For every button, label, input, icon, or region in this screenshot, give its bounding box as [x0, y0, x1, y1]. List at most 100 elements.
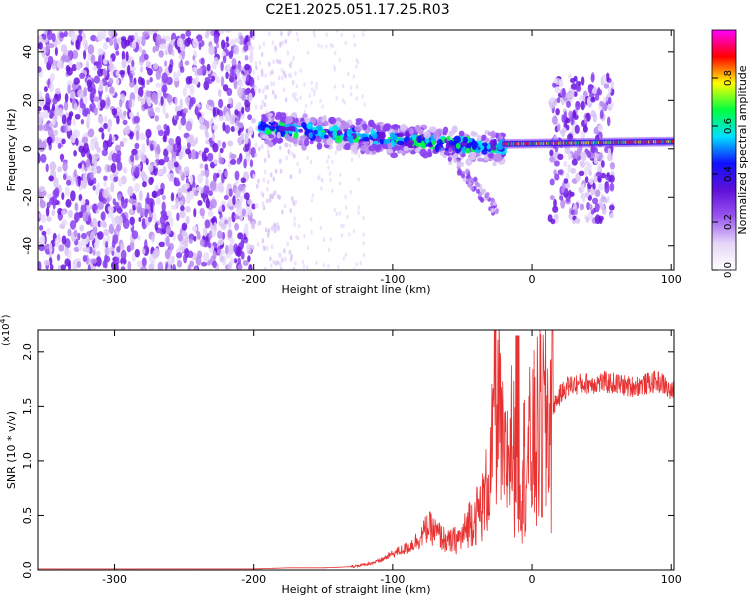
spectrogram-cell [134, 142, 140, 150]
spectrogram-cell [251, 203, 256, 210]
spectrogram-cell [225, 30, 232, 34]
spectrogram-cell [185, 148, 191, 155]
spectrogram-cell [597, 183, 604, 191]
spectrogram-cell [108, 36, 114, 47]
spectrogram-cell [102, 42, 109, 50]
spectrogram-cell [247, 255, 251, 263]
spectrogram-cell [227, 229, 233, 239]
spectrogram-cell [141, 143, 146, 155]
spectrogram-cell [608, 87, 612, 94]
spectrogram-cell [320, 44, 323, 49]
spectrogram-cell [50, 195, 58, 205]
spectrogram-cell [75, 39, 80, 50]
spectrogram-cell [109, 57, 113, 68]
spectrogram-cell [65, 198, 72, 208]
spectrogram-cell [491, 198, 495, 204]
spectrogram-cell [284, 256, 287, 262]
spectrogram-cell [213, 221, 217, 231]
spectrogram-cell [72, 263, 77, 270]
spectrogram-cell [357, 210, 360, 215]
spectrogram-cell [64, 246, 69, 256]
spectrogram-cell [145, 158, 149, 166]
spectrogram-cell [415, 142, 422, 148]
spectrogram-cell [285, 116, 294, 124]
spectrogram-cell [121, 50, 126, 61]
spectrogram-cell [131, 230, 139, 240]
colorbar: 0.0 0.2 0.4 0.6 0.8 Normalized spectral ampl… [711, 29, 749, 278]
spectrogram-cell [279, 262, 282, 268]
spectrogram-cell [192, 37, 199, 49]
spectrogram-cell [589, 177, 594, 185]
spectrogram-cell [94, 141, 99, 150]
spectrogram-cell [64, 186, 70, 197]
spectrogram-cell [297, 224, 301, 229]
spectrogram-cell [595, 171, 602, 178]
spectrogram-cell [264, 266, 267, 270]
spectrogram-cell [115, 70, 121, 77]
spectrogram-cell [292, 267, 296, 270]
spectrogram-cell [256, 221, 260, 227]
spectrogram-cell [165, 225, 172, 236]
spectrogram-cell [255, 203, 259, 209]
spectrogram-cell [38, 261, 42, 270]
spectrogram-cell [327, 165, 330, 170]
spectrogram-cell [124, 198, 129, 204]
spectrogram-cell [157, 261, 164, 270]
spectrogram-cell [563, 110, 568, 121]
spectrogram-cell [212, 260, 218, 269]
spectrogram-cell [266, 186, 269, 192]
spectrogram-cell [47, 127, 54, 137]
spectrogram-cell [74, 202, 79, 212]
spectrogram-cell [96, 60, 103, 70]
spectrogram-cell [153, 212, 157, 224]
spectrogram-cell [576, 150, 580, 157]
spectrogram-cell [266, 84, 269, 90]
spectrogram-cell [120, 36, 127, 42]
spectrogram-cell [148, 263, 154, 270]
spectrogram-cell [131, 59, 135, 68]
spectrogram-cell [293, 153, 296, 159]
spectrogram-cell [462, 136, 468, 143]
spectrogram-cell [343, 100, 346, 105]
spectrogram-cell [38, 118, 42, 124]
spectrogram-cell [161, 194, 166, 201]
spectrogram-cell [129, 72, 133, 83]
spectrogram-cell [310, 80, 313, 86]
spectrogram-cell [87, 128, 95, 138]
spectrogram-cell [347, 71, 350, 76]
spectrogram-cell [310, 198, 314, 203]
spectrogram-cell [186, 141, 191, 149]
spectrogram-cell [549, 149, 554, 157]
spectrogram-cell [255, 125, 259, 131]
spectrogram-cell [133, 116, 140, 124]
spectrogram-cell [42, 34, 47, 40]
spectrogram-cell [294, 260, 297, 266]
spectrogram-cell [166, 76, 173, 86]
spectrogram-cell [289, 30, 293, 34]
spectrogram-cell [279, 158, 282, 164]
spectrogram-cell [182, 107, 189, 114]
colorbar-label: Normalized spectral amplitude [736, 65, 749, 234]
spectrogram-x-tick-label: -200 [241, 273, 266, 286]
spectrogram-cell [151, 93, 155, 103]
spectrogram-cell [62, 161, 68, 172]
spectrogram-cell [191, 66, 197, 72]
spectrogram-cell [102, 189, 109, 199]
spectrogram-cell [556, 123, 561, 132]
spectrogram-cell [224, 124, 231, 134]
snr-panel: -300 -200 -100 0 100 0.0 0.5 1.0 1.5 2.0 Height … [0, 314, 682, 596]
spectrogram-cell [333, 207, 336, 213]
spectrogram-cell [189, 98, 194, 107]
spectrogram-cell [603, 83, 610, 89]
spectrogram-cell [245, 75, 250, 83]
spectrogram-cell [210, 198, 217, 209]
spectrogram-cell [291, 196, 294, 202]
spectrogram-cell [131, 148, 138, 156]
spectrogram-cell [87, 264, 91, 270]
spectrogram-cell [38, 185, 46, 192]
spectrogram-cell [292, 79, 295, 85]
spectrogram-cell [257, 124, 264, 131]
spectrogram-cell [496, 143, 504, 151]
spectrogram-cell [558, 78, 564, 88]
spectrogram-cell [218, 184, 225, 194]
